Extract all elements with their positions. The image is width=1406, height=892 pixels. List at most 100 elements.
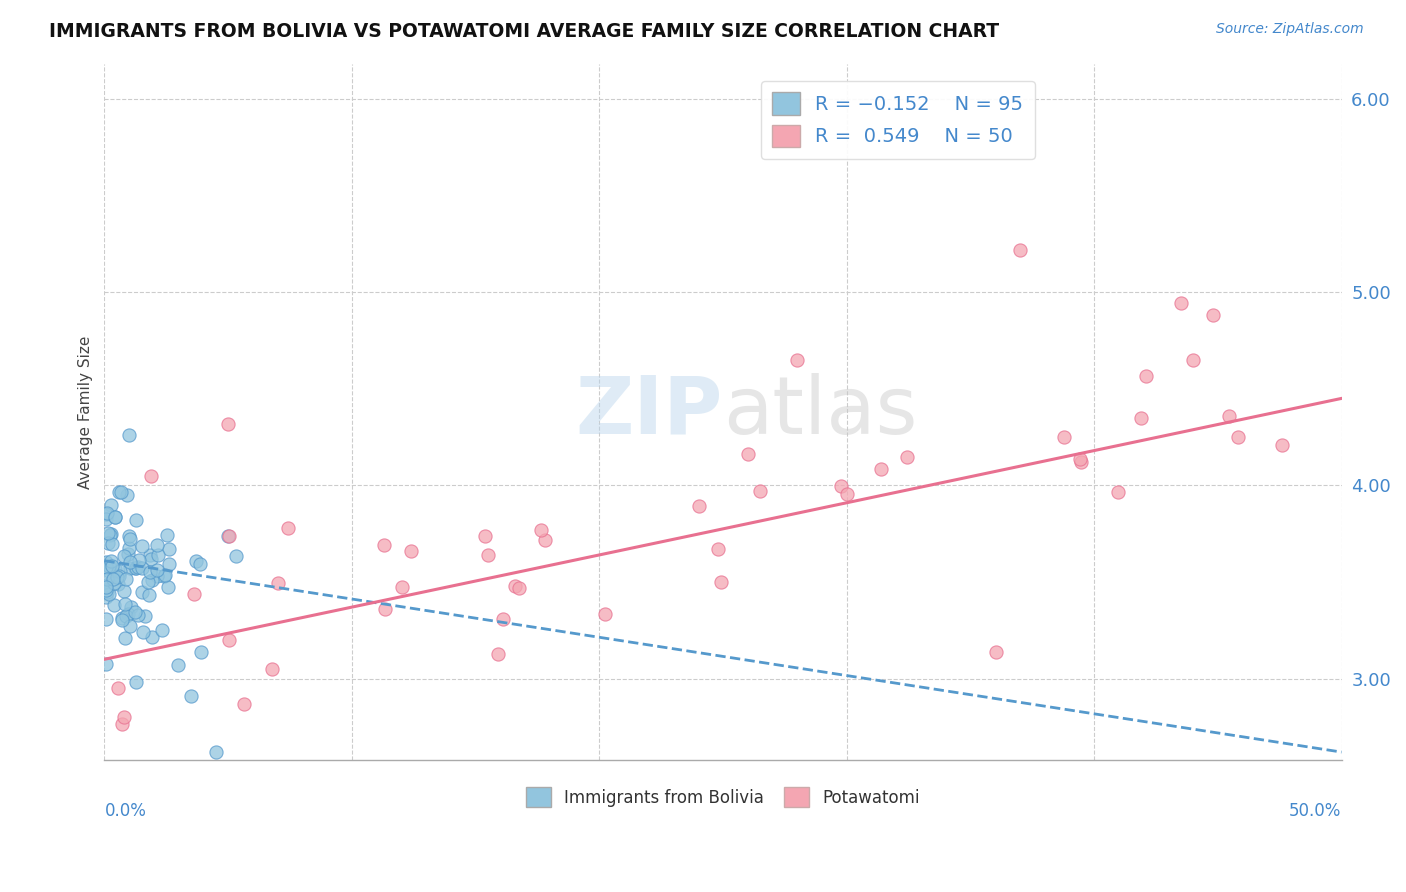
Point <box>188 557 211 571</box>
Y-axis label: Average Family Size: Average Family Size <box>79 335 93 489</box>
Point <box>1129 410 1152 425</box>
Point <box>131 836 153 850</box>
Point <box>127 608 149 623</box>
Point <box>103 576 125 591</box>
Point <box>157 541 180 556</box>
Point <box>120 619 142 633</box>
Point <box>115 609 138 624</box>
Point <box>118 560 141 574</box>
Point <box>110 485 132 500</box>
Point <box>1008 243 1031 257</box>
Point <box>830 479 852 493</box>
Point <box>118 541 141 555</box>
Point <box>118 555 141 569</box>
Point <box>94 583 117 598</box>
Point <box>374 601 396 615</box>
Point <box>125 513 148 527</box>
Point <box>157 558 180 572</box>
Point <box>103 599 125 613</box>
Point <box>98 564 121 578</box>
Point <box>152 569 174 583</box>
Point <box>104 509 127 524</box>
Point <box>1182 353 1205 368</box>
Text: ZIP: ZIP <box>575 373 723 451</box>
Point <box>233 697 256 711</box>
Point <box>125 561 148 575</box>
Point <box>870 462 893 476</box>
Point <box>707 542 730 557</box>
Point <box>218 632 240 647</box>
Point <box>1218 409 1240 423</box>
Point <box>474 529 496 543</box>
Point <box>96 560 118 574</box>
Point <box>986 645 1008 659</box>
Point <box>138 588 160 602</box>
Point <box>110 565 132 579</box>
Point <box>530 524 553 538</box>
Point <box>167 657 190 672</box>
Point <box>117 607 139 622</box>
Point <box>139 565 162 579</box>
Point <box>114 597 136 611</box>
Point <box>1135 368 1157 383</box>
Point <box>100 498 122 512</box>
Point <box>94 591 117 605</box>
Point <box>96 508 118 522</box>
Point <box>533 533 555 547</box>
Point <box>136 574 159 589</box>
Point <box>155 567 177 582</box>
Text: Source: ZipAtlas.com: Source: ZipAtlas.com <box>1216 22 1364 37</box>
Point <box>786 352 808 367</box>
Point <box>96 512 118 526</box>
Point <box>183 587 205 601</box>
Point <box>260 662 283 676</box>
Point <box>141 573 163 587</box>
Point <box>277 521 299 535</box>
Point <box>112 583 135 598</box>
Point <box>152 624 174 638</box>
Point <box>146 568 169 582</box>
Point <box>118 428 141 442</box>
Point <box>111 716 134 731</box>
Point <box>115 488 138 502</box>
Point <box>100 554 122 568</box>
Text: IMMIGRANTS FROM BOLIVIA VS POTAWATOMI AVERAGE FAMILY SIZE CORRELATION CHART: IMMIGRANTS FROM BOLIVIA VS POTAWATOMI AV… <box>49 22 1000 41</box>
Point <box>114 631 136 645</box>
Point <box>266 575 288 590</box>
Point <box>101 572 124 586</box>
Point <box>486 647 509 661</box>
Point <box>373 538 395 552</box>
Point <box>97 526 120 541</box>
Point <box>94 555 117 569</box>
Point <box>115 572 138 586</box>
Point <box>1227 430 1250 444</box>
Point <box>128 552 150 566</box>
Point <box>107 576 129 591</box>
Point <box>148 549 170 563</box>
Point <box>96 585 118 599</box>
Point <box>112 549 135 563</box>
Text: 0.0%: 0.0% <box>104 802 146 820</box>
Point <box>105 570 128 584</box>
Point <box>112 710 135 724</box>
Point <box>146 563 169 577</box>
Point <box>127 560 149 574</box>
Point <box>748 483 770 498</box>
Point <box>134 608 156 623</box>
Point <box>835 486 858 500</box>
Point <box>139 469 162 483</box>
Point <box>96 580 118 594</box>
Point <box>1170 296 1192 310</box>
Point <box>124 605 146 619</box>
Point <box>97 586 120 600</box>
Point <box>737 447 759 461</box>
Point <box>710 575 733 590</box>
Point <box>1053 430 1076 444</box>
Point <box>1069 452 1091 467</box>
Point <box>156 528 179 542</box>
Point <box>117 547 139 561</box>
Point <box>217 417 239 431</box>
Point <box>107 681 129 695</box>
Point <box>132 625 155 640</box>
Point <box>94 657 117 671</box>
